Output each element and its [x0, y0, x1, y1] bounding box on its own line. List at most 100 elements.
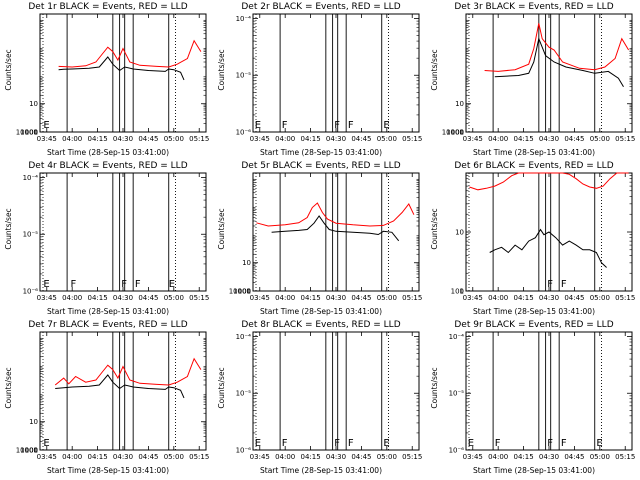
y-axis-label: Counts/sec — [4, 208, 13, 249]
y-tick-label: 10 — [242, 259, 251, 267]
y-tick-label: 1000 — [446, 129, 464, 137]
event-rate-line — [489, 228, 607, 268]
x-tick-label: 04:00 — [62, 294, 82, 302]
panel-det-3r: Det 3r BLACK = Events, RED = LLD Counts/… — [430, 2, 635, 157]
y-tick-label: 10⁻⁴ — [236, 15, 252, 23]
x-tick-label: 04:00 — [488, 294, 508, 302]
flag-label: F — [334, 438, 340, 449]
y-tick-label: 100 — [25, 447, 38, 455]
x-tick-label: 04:00 — [488, 453, 508, 461]
y-tick-label: 10⁻⁶ — [23, 288, 39, 296]
y-axis-label: Counts/sec — [217, 49, 226, 90]
flag-label: F — [348, 120, 354, 131]
panel-title: Det 5r BLACK = Events, RED = LLD — [241, 161, 400, 171]
y-tick-label: 10⁻⁵ — [236, 390, 252, 398]
flag-label: F — [561, 279, 567, 290]
x-tick-label: 04:30 — [113, 453, 133, 461]
y-tick-label: 10⁻⁶ — [236, 447, 252, 455]
y-tick-label: 1000 — [20, 129, 38, 137]
x-tick-label: 05:15 — [402, 294, 422, 302]
event-rate-line — [55, 374, 185, 399]
y-tick-label: 10⁻⁵ — [236, 72, 252, 80]
x-tick-label: 04:45 — [138, 453, 158, 461]
y-tick-label: 10 — [29, 100, 38, 108]
x-tick-label: 04:15 — [87, 294, 107, 302]
panel-title: Det 1r BLACK = Events, RED = LLD — [28, 2, 187, 12]
flag-label: E — [169, 279, 175, 290]
x-tick-label: 04:15 — [513, 453, 533, 461]
panel-title: Det 9r BLACK = Events, RED = LLD — [454, 320, 613, 330]
y-axis-label: Counts/sec — [430, 367, 439, 408]
y-tick-label: 10 — [455, 100, 464, 108]
x-tick-label: 04:00 — [275, 294, 295, 302]
x-tick-label: 05:15 — [189, 135, 209, 143]
y-tick-label: 100 — [451, 129, 464, 137]
x-tick-label: 04:15 — [300, 135, 320, 143]
y-axis-label: Counts/sec — [217, 367, 226, 408]
flag-label: F — [282, 438, 288, 449]
y-axis-label: Counts/sec — [217, 208, 226, 249]
panel-title: Det 4r BLACK = Events, RED = LLD — [28, 161, 187, 171]
x-tick-label: 04:45 — [351, 294, 371, 302]
y-tick-label: 10⁻⁶ — [236, 129, 252, 137]
y-axis-label: Counts/sec — [430, 208, 439, 249]
x-tick-label: 05:15 — [615, 135, 635, 143]
flag-label: E — [255, 120, 261, 131]
x-tick-label: 05:00 — [590, 294, 610, 302]
x-tick-label: 04:30 — [326, 294, 346, 302]
y-tick-label: 10000 — [16, 129, 38, 137]
x-tick-label: 05:00 — [164, 294, 184, 302]
x-axis-label: Start Time (28-Sep-15 03:41:00) — [47, 148, 169, 157]
y-tick-label: 1 — [34, 447, 38, 455]
flag-label: F — [135, 279, 141, 290]
y-tick-label: 10⁻⁵ — [23, 231, 39, 239]
x-tick-label: 05:00 — [164, 135, 184, 143]
y-tick-label: 100 — [451, 288, 464, 296]
y-tick-label: 10⁻⁴ — [236, 333, 252, 341]
event-rate-line — [58, 56, 185, 81]
y-tick-label: 10⁻⁴ — [23, 174, 39, 182]
flag-label: F — [334, 120, 340, 131]
y-tick-label: 10000 — [442, 129, 464, 137]
x-tick-label: 05:15 — [189, 453, 209, 461]
x-axis-label: Start Time (28-Sep-15 03:41:00) — [473, 307, 595, 316]
x-tick-label: 05:00 — [377, 294, 397, 302]
x-axis-label: Start Time (28-Sep-15 03:41:00) — [260, 307, 382, 316]
x-tick-label: 05:15 — [615, 294, 635, 302]
panel-title: Det 7r BLACK = Events, RED = LLD — [28, 320, 187, 330]
x-axis-label: Start Time (28-Sep-15 03:41:00) — [260, 148, 382, 157]
y-tick-label: 10⁻⁴ — [449, 333, 465, 341]
x-tick-label: 04:45 — [564, 294, 584, 302]
y-tick-label: 10⁻⁶ — [449, 447, 465, 455]
flag-label: F — [348, 438, 354, 449]
y-tick-label: 1000 — [20, 447, 38, 455]
x-tick-label: 05:00 — [164, 453, 184, 461]
x-tick-label: 05:00 — [377, 453, 397, 461]
x-tick-label: 03:45 — [463, 453, 483, 461]
y-tick-label: 1 — [460, 288, 464, 296]
panel-det-1r: Det 1r BLACK = Events, RED = LLD Counts/… — [4, 2, 209, 157]
flag-label: F — [561, 438, 567, 449]
x-tick-label: 04:00 — [275, 135, 295, 143]
y-tick-label: 10000 — [16, 447, 38, 455]
x-tick-label: 04:00 — [275, 453, 295, 461]
lld-rate-line — [469, 172, 629, 191]
plot-frame — [39, 172, 207, 292]
plot-frame — [465, 13, 633, 133]
x-axis-label: Start Time (28-Sep-15 03:41:00) — [47, 466, 169, 475]
x-tick-label: 05:00 — [377, 135, 397, 143]
x-tick-label: 05:00 — [590, 135, 610, 143]
x-tick-label: 04:30 — [113, 135, 133, 143]
y-axis-label: Counts/sec — [4, 49, 13, 90]
panel-title: Det 8r BLACK = Events, RED = LLD — [241, 320, 400, 330]
x-tick-label: 04:00 — [62, 453, 82, 461]
x-tick-label: 04:45 — [351, 135, 371, 143]
flag-label: E — [596, 438, 602, 449]
x-tick-label: 05:15 — [615, 453, 635, 461]
x-tick-label: 04:15 — [87, 453, 107, 461]
x-tick-label: 05:15 — [402, 135, 422, 143]
x-tick-label: 05:15 — [189, 294, 209, 302]
x-axis-label: Start Time (28-Sep-15 03:41:00) — [473, 148, 595, 157]
panel-det-8r: Det 8r BLACK = Events, RED = LLD Counts/… — [217, 320, 422, 475]
